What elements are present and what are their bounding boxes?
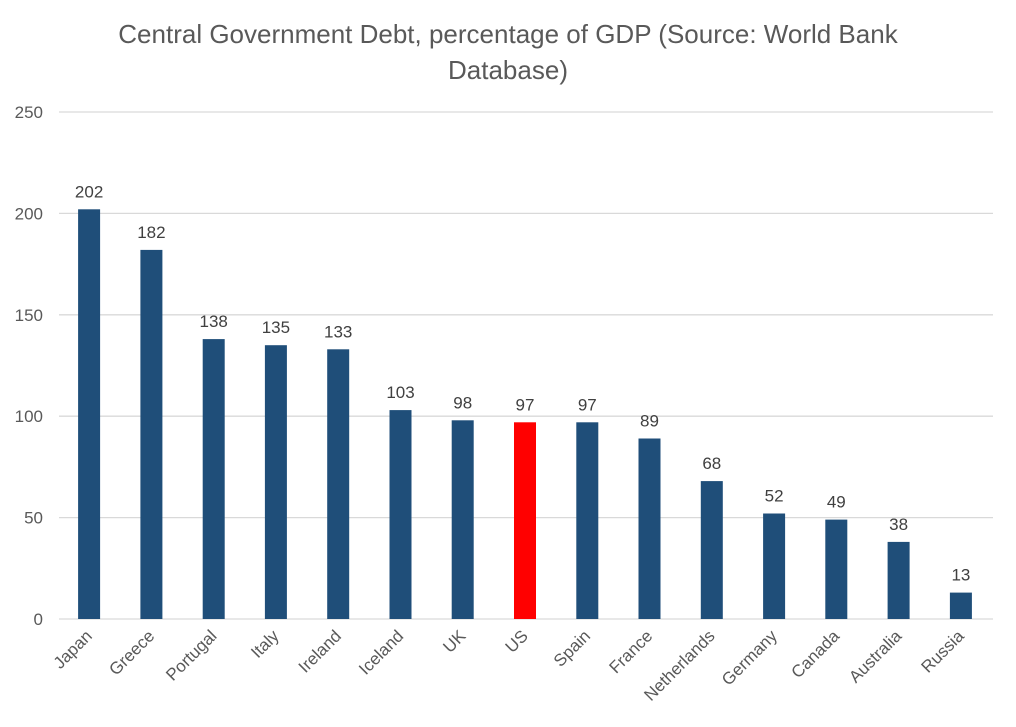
data-labels: 202 182 138 135 133 103 98 97 97 89 68 52 49 38 13 [75,182,970,584]
category-label-ireland: Ireland [295,626,345,676]
y-tick-label: 50 [24,509,43,528]
bar-us [514,422,536,619]
category-label-france: France [605,626,656,677]
bar-japan [78,209,101,620]
bar-iceland [389,410,412,619]
bar-germany [763,513,786,619]
chart-title-line-1: Central Government Debt, percentage of G… [118,19,898,49]
y-axis-tick-labels: 0 50 100 150 200 250 [15,103,43,629]
data-label-ireland: 133 [324,322,352,341]
bar-france [638,438,661,619]
bar-portugal [202,339,225,619]
bar-ireland [327,349,350,619]
category-label-greece: Greece [105,626,158,679]
bar-italy [264,345,287,619]
category-label-canada: Canada [788,626,844,682]
data-label-canada: 49 [827,493,846,512]
category-label-spain: Spain [550,626,594,670]
bar-australia [887,541,910,619]
y-tick-label: 0 [34,610,43,629]
data-label-uk: 98 [453,393,472,412]
x-axis-category-labels: Japan Greece Portugal Italy Ireland Iceland UK… [50,626,968,705]
data-label-netherlands: 68 [702,454,721,473]
bar-uk [451,420,474,619]
data-label-japan: 202 [75,182,103,201]
y-tick-label: 100 [15,407,43,426]
data-label-spain: 97 [578,395,597,414]
category-label-australia: Australia [845,626,906,687]
bars [78,209,972,620]
y-tick-label: 200 [15,204,43,223]
data-label-iceland: 103 [386,383,414,402]
data-label-germany: 52 [765,487,784,506]
category-label-uk: UK [439,626,470,657]
data-label-russia: 13 [951,566,970,585]
data-label-portugal: 138 [200,312,228,331]
bar-spain [576,422,599,619]
chart-title: Central Government Debt, percentage of G… [118,19,898,85]
bar-greece [140,249,163,619]
bar-netherlands [700,481,723,619]
data-label-france: 89 [640,412,659,431]
data-label-australia: 38 [889,515,908,534]
category-label-us: US [502,626,532,656]
y-tick-label: 250 [15,103,43,122]
category-label-japan: Japan [50,626,96,672]
category-label-germany: Germany [718,626,781,689]
data-label-italy: 135 [262,318,290,337]
chart-title-line-2: Database) [448,55,568,85]
y-tick-label: 150 [15,306,43,325]
bar-russia [949,592,972,619]
data-label-us: 97 [516,395,535,414]
bar-canada [825,519,848,619]
category-label-iceland: Iceland [355,626,407,678]
category-label-italy: Italy [247,626,283,662]
category-label-portugal: Portugal [162,626,220,684]
category-label-russia: Russia [918,626,969,677]
data-label-greece: 182 [137,223,165,242]
